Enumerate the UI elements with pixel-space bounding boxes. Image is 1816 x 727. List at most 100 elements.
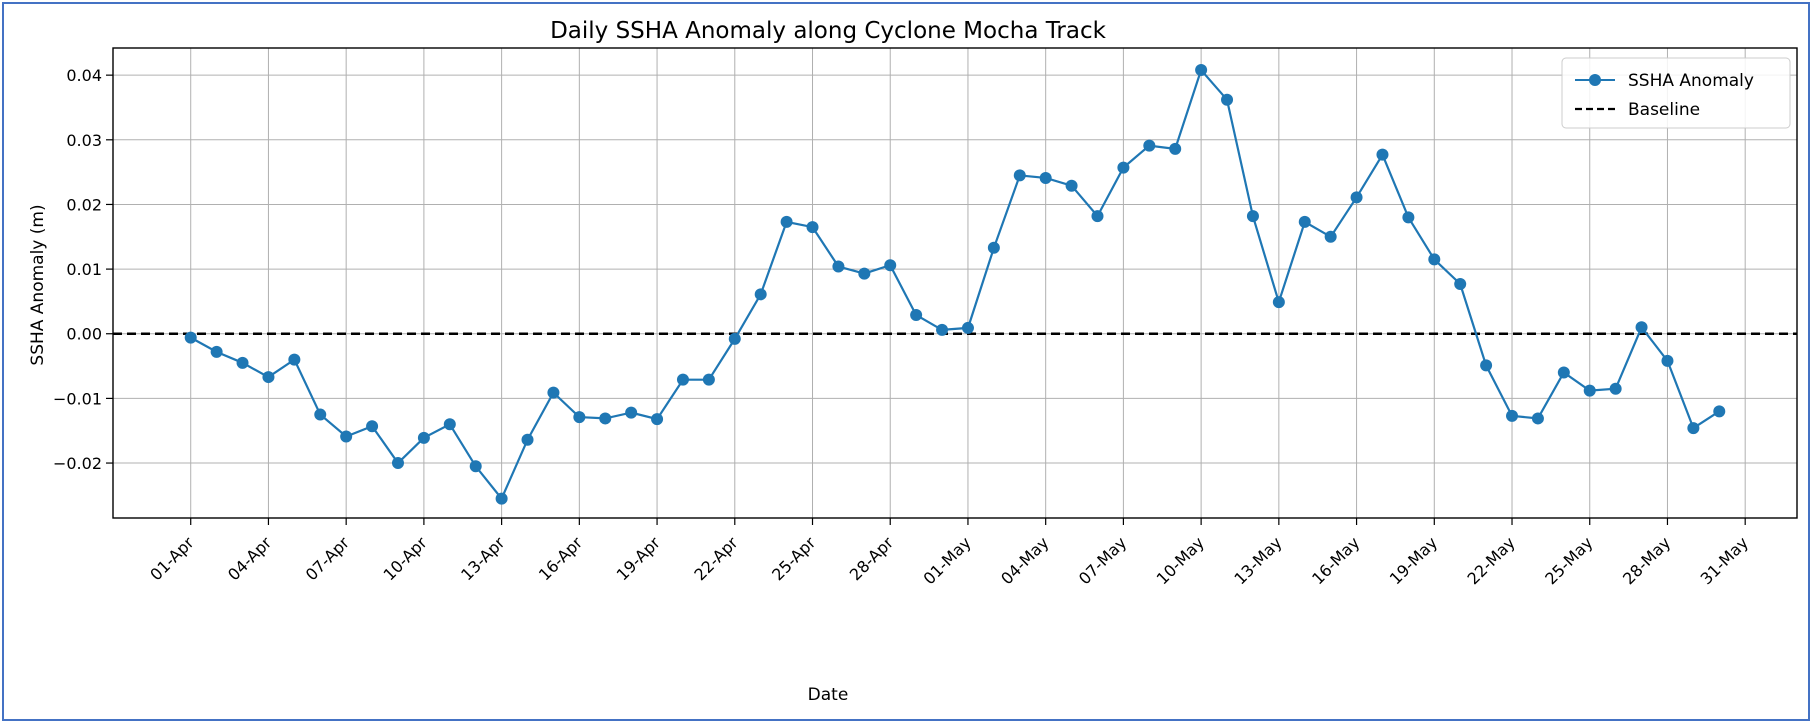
x-tick-label: 07-Apr [302,533,354,585]
data-point [1687,422,1700,435]
x-tick-label: 31-May [1697,533,1752,588]
data-point [1635,321,1648,334]
x-tick-label: 28-Apr [846,533,898,585]
x-tick-label: 19-Apr [613,533,665,585]
data-point [599,412,612,425]
data-point [754,288,767,301]
x-tick-label: 01-Apr [146,533,198,585]
x-tick-label: 01-May [919,533,974,588]
data-point [1195,63,1208,76]
data-point [469,460,482,473]
data-point [806,221,819,234]
data-point [443,418,456,431]
data-point [547,386,560,399]
x-tick-label: 10-Apr [379,533,431,585]
data-point [1272,296,1285,309]
x-tick-label: 07-May [1075,533,1130,588]
x-tick-label: 13-May [1230,533,1285,588]
series-ssha-anomaly [184,63,1726,505]
data-point [702,373,715,386]
data-point [1531,412,1544,425]
y-tick-label: −0.02 [53,454,102,473]
data-point [1143,139,1156,152]
data-point [1039,171,1052,184]
data-point [1221,93,1234,106]
y-tick-label: 0.03 [66,131,102,150]
grid [113,48,1797,518]
y-tick-label: 0.04 [66,66,102,85]
axis-ticks: 01-Apr 04-Apr 07-Apr 10-Apr 13-Apr 16-Apr 19-A… [53,66,1752,588]
data-point [987,241,1000,254]
y-tick-label: 0.02 [66,195,102,214]
data-point [1506,409,1519,422]
data-point [1091,210,1104,223]
data-point [1454,277,1467,290]
data-point [210,345,223,358]
legend-label-ssha-anomaly: SSHA Anomaly [1628,71,1754,91]
data-point [1169,142,1182,155]
data-point [184,331,197,344]
data-point [236,356,249,369]
x-tick-label: 13-Apr [457,533,509,585]
data-point [625,406,638,419]
data-point [1324,230,1337,243]
data-point [1480,359,1493,372]
data-point [1713,405,1726,418]
data-point [1013,169,1026,182]
x-tick-label: 28-May [1619,533,1674,588]
data-point [521,433,534,446]
legend-box [1561,57,1791,129]
data-point [676,373,689,386]
data-point [573,411,586,424]
data-point [1661,354,1674,367]
x-axis-label: Date [808,685,849,705]
x-tick-label: 16-Apr [535,533,587,585]
data-point [495,492,508,505]
data-point [651,413,664,426]
data-point [1350,191,1363,204]
x-tick-label: 04-Apr [224,533,276,585]
data-point [1557,366,1570,379]
x-tick-label: 16-May [1308,533,1363,588]
legend-marker-ssha-anomaly [1589,74,1601,86]
data-point [1402,211,1415,224]
y-tick-label: 0.00 [66,325,102,344]
x-tick-label: 19-May [1386,533,1441,588]
legend-label-baseline: Baseline [1628,100,1700,120]
data-point [961,321,974,334]
data-point [1117,161,1130,174]
data-point [1609,382,1622,395]
x-tick-label: 10-May [1153,533,1208,588]
y-axis-label: SSHA Anomaly (m) [28,204,48,365]
plot-area-border [112,47,1798,519]
data-point [391,457,404,470]
data-point [884,259,897,272]
y-tick-label: −0.01 [53,389,102,408]
data-point [780,215,793,228]
data-point [1583,384,1596,397]
data-point [910,309,923,322]
chart-title: Daily SSHA Anomaly along Cyclone Mocha T… [550,18,1107,44]
data-point [858,267,871,280]
x-tick-label: 22-Apr [690,533,742,585]
data-point [314,408,327,421]
data-point [262,371,275,384]
data-point [340,430,353,443]
data-point [832,260,845,273]
data-point [728,332,741,345]
data-point [936,323,949,336]
data-point [1428,253,1441,266]
x-tick-label: 25-May [1541,533,1596,588]
data-point [417,431,430,444]
data-point [1246,210,1259,223]
x-tick-label: 25-Apr [768,533,820,585]
x-tick-label: 22-May [1464,533,1519,588]
data-point [288,353,301,366]
legend: SSHA Anomaly Baseline [1561,57,1791,129]
data-point [1376,148,1389,161]
data-point [366,420,379,433]
x-tick-label: 04-May [997,533,1052,588]
y-tick-label: 0.01 [66,260,102,279]
